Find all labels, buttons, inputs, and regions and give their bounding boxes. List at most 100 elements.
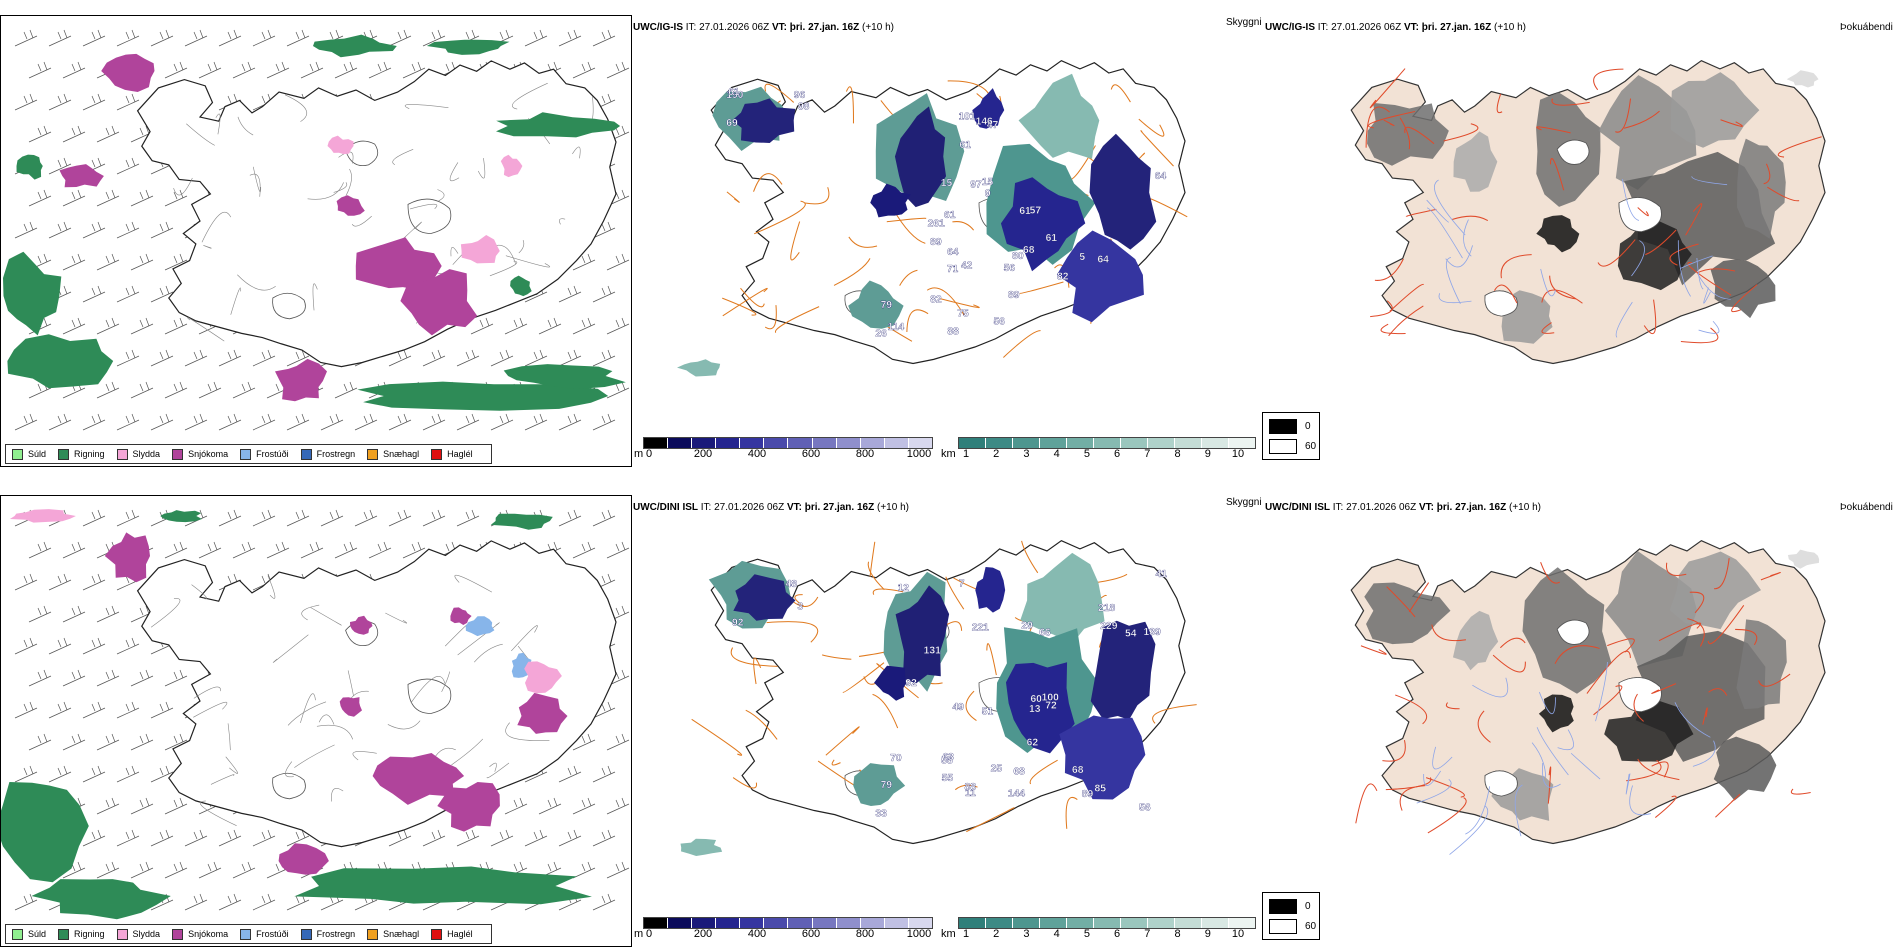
panel-title-fog-index: Þokuábendi <box>1840 22 1893 33</box>
legend-swatch <box>300 448 312 460</box>
visibility-cell <box>1089 133 1157 250</box>
colorbar-tick: 1000 <box>906 928 932 940</box>
visibility-label: 82 <box>1057 272 1069 283</box>
legend-item: Snjókoma <box>172 448 228 460</box>
colorbar-tick: 400 <box>747 448 767 460</box>
fog-cell <box>1536 215 1580 253</box>
colorbar-tick: 1000 <box>906 448 932 460</box>
visibility-cell <box>733 574 796 621</box>
visibility-cell <box>732 98 796 143</box>
precip-cell <box>503 364 626 390</box>
colorbar-tick: 6 <box>1114 448 1121 460</box>
visibility-label: 79 <box>881 300 893 311</box>
precip-cell <box>465 616 495 637</box>
legend-item: Frostregn <box>300 928 355 940</box>
visibility-label: 72 <box>1045 701 1057 712</box>
visibility-label: 92 <box>905 678 917 689</box>
roads <box>1365 68 1822 344</box>
visibility-label: 55 <box>942 773 954 784</box>
colorbar-tick: 800 <box>855 448 875 460</box>
visibility-label: 68 <box>1013 767 1025 778</box>
panel-header: UWC/DINI ISL IT: 27.01.2026 06Z VT: þri.… <box>633 502 909 513</box>
panel-title-fog-index: Þokuábendi <box>1840 502 1893 513</box>
visibility-label: 58 <box>941 755 953 766</box>
legend-swatch <box>116 448 128 460</box>
distance-colorbar <box>958 437 1256 449</box>
precip-cell <box>517 692 568 734</box>
iceland-outline <box>1350 59 1826 365</box>
visibility-labels: 9248314422958139416854891266221885113113… <box>732 569 1168 820</box>
fog-key-item: 0 <box>1269 899 1311 914</box>
distance-colorbar <box>958 917 1256 929</box>
legend-label: Frostúði <box>256 929 289 939</box>
fog-index-field <box>1367 70 1819 344</box>
legend-label: Snæhagl <box>383 449 420 459</box>
visibility-cell <box>870 183 911 218</box>
legend-label: Frostúði <box>256 449 289 459</box>
visibility-label: 48 <box>786 579 798 590</box>
visibility-cell <box>1059 715 1146 800</box>
visibility-label: 79 <box>881 780 893 791</box>
height-bar-unit: m <box>634 448 644 460</box>
visibility-label: 42 <box>961 261 973 272</box>
legend-label: Frostregn <box>316 449 356 459</box>
visibility-label: 13 <box>1029 704 1041 715</box>
visibility-label: 89 <box>1008 290 1020 301</box>
visibility-cell <box>975 567 1006 613</box>
visibility-labels: 1906169969882474211457157888980975682611… <box>726 87 1166 340</box>
colorbar-tick: 600 <box>801 448 821 460</box>
rivers <box>1426 176 1731 338</box>
legend-swatch <box>240 448 252 460</box>
visibility-label: 85 <box>1095 783 1107 794</box>
visibility-label: 146 <box>976 116 993 127</box>
visibility-label: 88 <box>965 782 977 793</box>
height-colorbar <box>643 437 933 449</box>
legend-swatch <box>367 928 379 940</box>
fog-cell <box>1736 619 1787 710</box>
visibility-label: 75 <box>957 308 969 319</box>
iceland-outline: 9248314422958139416854891266221885113113… <box>680 539 1197 856</box>
fog-key-label: 60 <box>1305 921 1317 932</box>
visibility-label: 190 <box>726 90 743 101</box>
precip-areas <box>3 34 626 411</box>
visibility-cell <box>1000 177 1086 272</box>
legend-label: Haglél <box>447 449 473 459</box>
colorbar-tick: 1 <box>962 928 970 940</box>
visibility-label: 100 <box>1042 693 1059 704</box>
legend-swatch <box>367 448 379 460</box>
colorbar-tick: 5 <box>1083 928 1090 940</box>
legend-label: Súld <box>28 929 47 939</box>
legend-item: Haglél <box>431 928 473 940</box>
colorbar-tick: 800 <box>855 928 875 940</box>
visibility-label: 51 <box>982 706 994 717</box>
fog-key-item: 0 <box>1269 419 1311 434</box>
visibility-label: 97 <box>970 179 982 190</box>
precip-cell <box>9 509 76 523</box>
legend-item: Snjókoma <box>172 928 228 940</box>
visibility-label: 98 <box>798 101 810 112</box>
fog-cell <box>1786 70 1819 88</box>
visibility-label: 57 <box>1030 205 1042 216</box>
visibility-label: 82 <box>930 295 942 306</box>
colorbar-tick: 200 <box>693 448 713 460</box>
visibility-label: 131 <box>924 646 941 657</box>
panel-header: UWC/IG-IS IT: 27.01.2026 06Z VT: þri. 27… <box>1265 22 1526 33</box>
legend-swatch <box>431 448 443 460</box>
precip-cell <box>524 661 562 694</box>
fog-cell <box>1713 736 1777 801</box>
visibility-label: 61 <box>1046 233 1058 244</box>
fog-cell <box>1669 551 1762 630</box>
precip-cell <box>104 532 150 583</box>
fog-key-swatch <box>1269 919 1297 934</box>
visibility-label: 261 <box>928 219 945 230</box>
visibility-label: 89 <box>930 237 942 248</box>
visibility-label: 70 <box>890 753 902 764</box>
roads <box>1355 558 1811 834</box>
precip-type-map: Súld Rigning Slydda Snjókoma Frostúði Frostre… <box>0 495 632 947</box>
fog-cell <box>1453 131 1498 192</box>
visibility-label: 41 <box>1156 569 1168 580</box>
legend-label: Rigning <box>74 449 105 459</box>
visibility-label: 61 <box>1019 206 1031 217</box>
precip-cell <box>510 275 532 297</box>
fog-key-label: 0 <box>1305 901 1311 912</box>
